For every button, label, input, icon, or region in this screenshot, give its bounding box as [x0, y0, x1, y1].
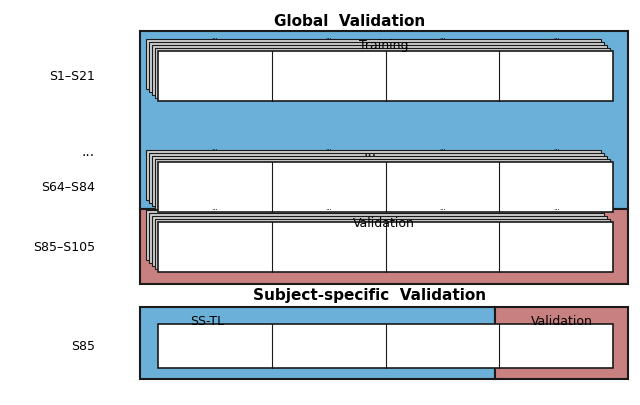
Bar [158, 324, 613, 368]
Text: S64–S84: S64–S84 [41, 181, 95, 194]
Bar [158, 162, 613, 213]
Text: S85–S105: S85–S105 [33, 241, 95, 254]
Text: ...: ... [325, 145, 332, 151]
Bar [155, 220, 610, 269]
Text: ...: ... [211, 205, 218, 211]
Text: Subject-specific  Validation: Subject-specific Validation [253, 288, 486, 303]
Text: ...: ... [439, 34, 445, 40]
Text: S85: S85 [71, 340, 95, 353]
Bar [152, 46, 607, 96]
Bar [495, 307, 628, 379]
Text: Validation: Validation [531, 315, 593, 328]
Text: ...: ... [211, 145, 218, 151]
Text: S1–S21: S1–S21 [49, 70, 95, 83]
Bar [140, 32, 628, 209]
Text: ...: ... [82, 145, 95, 159]
Text: ...: ... [325, 34, 332, 40]
Bar [155, 160, 610, 209]
Bar [149, 153, 604, 203]
Bar [146, 151, 601, 200]
Text: ...: ... [439, 145, 445, 151]
Bar [140, 209, 628, 284]
Bar [158, 52, 613, 102]
Text: ...: ... [439, 205, 445, 211]
Bar [146, 40, 601, 90]
Text: SS-TL: SS-TL [190, 315, 224, 328]
Text: ...: ... [364, 145, 376, 159]
Bar [158, 222, 613, 272]
Text: ...: ... [211, 34, 218, 40]
Text: ...: ... [553, 145, 559, 151]
Bar [155, 49, 610, 99]
Bar [152, 216, 607, 266]
Bar [149, 213, 604, 263]
Bar [149, 43, 604, 93]
Text: Validation: Validation [353, 217, 415, 230]
Text: ...: ... [553, 205, 559, 211]
Bar [146, 211, 601, 260]
Text: Training: Training [359, 39, 409, 52]
Bar [152, 157, 607, 207]
Text: ...: ... [553, 34, 559, 40]
Text: Global  Validation: Global Validation [275, 15, 426, 30]
Bar [140, 307, 495, 379]
Text: ...: ... [325, 205, 332, 211]
